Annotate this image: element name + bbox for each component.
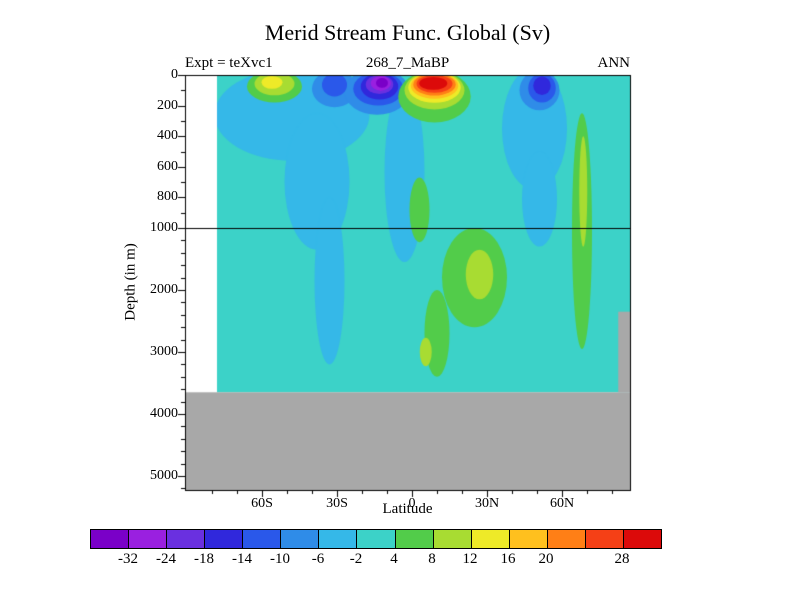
experiment-label: Expt = teXvc1	[185, 55, 273, 71]
colorbar-segment	[623, 530, 661, 548]
y-tick-label: 400	[157, 128, 178, 144]
colorbar-segment	[433, 530, 472, 548]
y-tick-label: 0	[171, 67, 178, 82]
y-tick-label: 600	[157, 158, 178, 174]
y-tick-label: 3000	[150, 344, 178, 359]
colorbar-segment	[205, 530, 244, 548]
y-tick-label: 5000	[150, 468, 178, 483]
colorbar-segment	[471, 530, 510, 548]
season-label: ANN	[597, 55, 631, 71]
x-tick-label: 30N	[474, 496, 500, 511]
colorbar-tick-label: 28	[614, 551, 630, 567]
plot-title: Merid Stream Func. Global (Sv)	[264, 20, 551, 45]
colorbar-segment	[319, 530, 358, 548]
colorbar-segment	[243, 530, 282, 548]
colorbar-segment	[281, 530, 320, 548]
x-tick-label: 60S	[251, 496, 273, 511]
colorbar-tick-label: -10	[270, 551, 290, 567]
x-axis-title: Latitude	[382, 501, 433, 517]
colorbar-segment	[357, 530, 396, 548]
colorbar-tick-label: 12	[462, 551, 478, 567]
colorbar	[90, 529, 662, 549]
colorbar-tick-label: -6	[311, 551, 325, 567]
colorbar-tick-label: 20	[538, 551, 554, 567]
y-tick-label: 4000	[150, 406, 178, 421]
colorbar-segment	[547, 530, 586, 548]
colorbar-segment	[91, 530, 130, 548]
colorbar-tick-label: -24	[156, 551, 176, 567]
y-tick-label: 200	[157, 97, 178, 113]
age-label: 268_7_MaBP	[365, 55, 450, 71]
y-tick-label: 2000	[150, 282, 178, 297]
y-tick-label: 800	[157, 189, 178, 205]
colorbar-tick-label: 16	[500, 551, 516, 567]
y-tick-label: 1000	[150, 220, 178, 235]
colorbar-tick-label: -32	[118, 551, 138, 567]
colorbar-segment	[509, 530, 548, 548]
colorbar-segment	[585, 530, 624, 548]
colorbar-tick-label: 8	[428, 551, 436, 567]
x-tick-label: 30S	[326, 496, 348, 511]
x-tick-label: 60N	[549, 496, 575, 511]
colorbar-segment	[395, 530, 434, 548]
colorbar-tick-label: -18	[194, 551, 214, 567]
colorbar-segment	[129, 530, 168, 548]
colorbar-tick-label: -14	[232, 551, 252, 567]
colorbar-tick-label: 4	[390, 551, 398, 567]
colorbar-segment	[167, 530, 206, 548]
x-tick-label: 0	[408, 496, 416, 511]
colorbar-tick-label: -2	[349, 551, 363, 567]
